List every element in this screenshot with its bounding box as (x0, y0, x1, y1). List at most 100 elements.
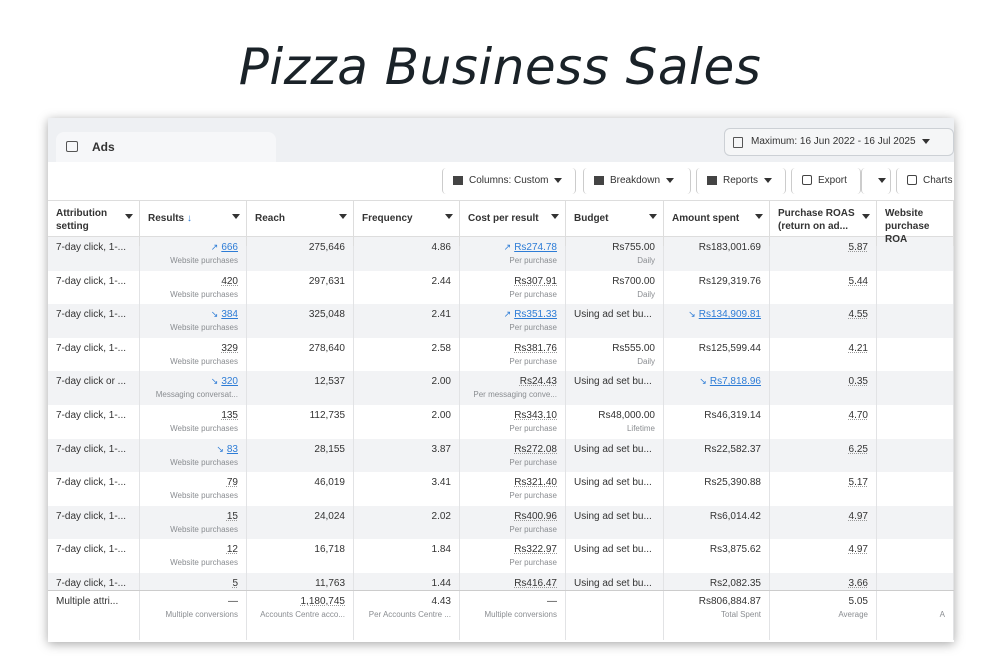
table-row[interactable]: 7-day click, 1-... 329 Website purchases 27… (48, 337, 954, 372)
chevron-down-icon[interactable] (755, 214, 763, 219)
column-header[interactable]: Reach (247, 201, 354, 246)
column-header[interactable]: Cost per result (460, 201, 566, 246)
column-header[interactable]: Amount spent (664, 201, 770, 246)
table-row[interactable]: 7-day click, 1-... ↗ 666 Website purchases 2… (48, 237, 954, 271)
purchase-roas-cell-value[interactable]: 5.87 (848, 242, 868, 253)
amount-spent-cell: Rs46,319.14 (664, 404, 770, 439)
table-row[interactable]: 7-day click, 1-... 420 Website purchases 29… (48, 270, 954, 305)
purchase-roas-cell-value[interactable]: 4.21 (848, 342, 868, 354)
chevron-down-icon[interactable] (339, 214, 347, 219)
results-cell-value[interactable]: 320 (221, 376, 238, 388)
trend-down-icon: ↘ (688, 309, 696, 320)
chevron-down-icon[interactable] (125, 214, 133, 219)
purchase-roas-cell-value[interactable]: 3.66 (848, 577, 868, 589)
purchase-roas-cell-value[interactable]: 0.35 (848, 376, 868, 388)
cost-per-result-cell-value[interactable]: Rs381.76 (514, 342, 557, 354)
budget-cell-value: Using ad set bu... (574, 544, 652, 556)
purchase-roas-cell-value-line: 4.55 (778, 309, 868, 320)
columns-button[interactable]: Columns: Custom (442, 168, 576, 194)
export-menu-button[interactable] (861, 168, 891, 194)
date-range-picker[interactable]: Maximum: 16 Jun 2022 - 16 Jul 2025 (724, 128, 954, 156)
chevron-down-icon[interactable] (232, 214, 240, 219)
purchase-roas-cell-value[interactable]: 4.97 (848, 544, 868, 556)
chevron-down-icon[interactable] (551, 214, 559, 219)
cost-per-result-cell-value[interactable]: Rs416.47 (514, 577, 557, 589)
ads-manager-screenshot: Ads Maximum: 16 Jun 2022 - 16 Jul 2025 C… (48, 118, 954, 642)
attribution-cell-value-line: 7-day click, 1-... (56, 578, 131, 589)
chevron-down-icon[interactable] (862, 214, 870, 219)
results-cell-value[interactable]: 79 (226, 477, 238, 489)
cost-per-result-cell-value[interactable]: Rs321.40 (514, 477, 557, 489)
reports-button[interactable]: Reports (696, 168, 786, 194)
cost-per-result-cell-value[interactable]: Rs24.43 (519, 376, 557, 388)
reach-cell-value-line: 46,019 (255, 477, 345, 488)
frequency-cell-value-line: 2.02 (362, 511, 451, 522)
cost-per-result-cell-value-line: Rs416.47 (468, 578, 557, 589)
cost-per-result-cell-value[interactable]: Rs322.97 (514, 544, 557, 556)
attribution-cell-value: 7-day click, 1-... (56, 544, 127, 556)
purchase-roas-cell-value[interactable]: 4.70 (848, 409, 868, 421)
column-header[interactable]: Budget (566, 201, 664, 246)
results-cell-value[interactable]: 329 (221, 342, 238, 354)
budget-cell-value-line: Rs48,000.00 (574, 410, 655, 421)
trend-up-icon: ↗ (503, 242, 512, 252)
column-header[interactable]: Frequency (354, 201, 460, 246)
breakdown-button[interactable]: Breakdown (583, 168, 691, 194)
frequency-cell: 2.00 (354, 404, 460, 439)
cost-per-result-cell-value-line: Rs272.08 (468, 444, 557, 455)
results-cell-value[interactable]: 12 (226, 544, 238, 556)
chevron-down-icon (554, 177, 563, 183)
column-header[interactable]: Purchase ROAS (return on ad... (770, 201, 877, 246)
frequency-cell-value-line: 4.86 (362, 242, 451, 253)
cost-per-result-cell-value[interactable]: Rs272.08 (514, 443, 557, 455)
purchase-roas-cell-value[interactable]: 5.44 (848, 275, 868, 287)
cost-per-result-cell-value[interactable]: Rs307.91 (514, 275, 557, 287)
cost-per-result-cell-value[interactable]: Rs400.96 (514, 510, 557, 522)
cost-per-result-cell-value[interactable]: Rs274.78 (514, 242, 557, 253)
results-cell-value[interactable]: 5 (232, 577, 238, 589)
footer-results-sub: Multiple conversions (165, 610, 238, 619)
results-cell-value[interactable]: 83 (226, 443, 238, 455)
column-header[interactable]: Attribution setting (48, 201, 140, 246)
budget-cell-value-line: Rs555.00 (574, 343, 655, 354)
results-cell-value[interactable]: 135 (221, 409, 238, 421)
tab-ads[interactable]: Ads (56, 132, 276, 162)
footer-spent: Rs806,884.87 Total Spent (664, 591, 770, 640)
purchase-roas-cell-value[interactable]: 4.97 (848, 510, 868, 522)
table-row[interactable]: 7-day click, 1-... 15 Website purchases 24,… (48, 505, 954, 540)
table-row[interactable]: 7-day click, 1-... 12 Website purchases 16,… (48, 539, 954, 573)
table-row[interactable]: 7-day click, 1-... ↘ 384 Website purchases 3… (48, 304, 954, 338)
column-header[interactable]: Results ↓ (140, 201, 247, 246)
budget-cell: Using ad set bu... (566, 505, 664, 540)
results-cell-value[interactable]: 666 (221, 242, 238, 253)
column-header-label: Attribution setting (56, 208, 108, 232)
table-row[interactable]: 7-day click, 1-... 79 Website purchases 46,… (48, 472, 954, 506)
purchase-roas-cell-value[interactable]: 5.17 (848, 477, 868, 489)
chevron-down-icon[interactable] (445, 214, 453, 219)
chevron-down-icon[interactable] (649, 214, 657, 219)
results-cell-value[interactable]: 15 (226, 510, 238, 522)
cost-per-result-cell-value[interactable]: Rs351.33 (514, 309, 557, 321)
export-button[interactable]: Export (791, 168, 861, 194)
table-row[interactable]: 7-day click, 1-... 135 Website purchases 11… (48, 404, 954, 439)
frequency-cell-value: 2.58 (431, 342, 451, 354)
frequency-cell-value: 2.41 (431, 309, 451, 321)
purchase-roas-cell-value[interactable]: 6.25 (848, 443, 868, 455)
table-row[interactable]: 7-day click, 1-... ↘ 83 Website purchases 28… (48, 438, 954, 473)
attribution-cell-value-line: 7-day click, 1-... (56, 511, 131, 522)
results-cell-value[interactable]: 420 (221, 275, 238, 287)
table-row[interactable]: 7-day click, 1-... 5 11,763 1.44 Rs416.47 Usi… (48, 572, 954, 590)
purchase-roas-cell-value-line: 0.35 (778, 376, 868, 387)
purchase-roas-cell-value[interactable]: 4.55 (848, 309, 868, 321)
results-cell-value[interactable]: 384 (221, 309, 238, 321)
attribution-cell: 7-day click, 1-... (48, 505, 140, 540)
column-header[interactable]: Website purchase ROA (877, 201, 954, 246)
results-cell-value-line: ↘ 384 (148, 309, 238, 320)
cost-per-result-cell-sub: Per purchase (509, 323, 557, 333)
reach-cell: 278,640 (247, 337, 354, 372)
amount-spent-cell-value: Rs6,014.42 (709, 510, 761, 522)
cost-per-result-cell-value[interactable]: Rs343.10 (514, 409, 557, 421)
table-row[interactable]: 7-day click or ... ↘ 320 Messaging conversa… (48, 371, 954, 405)
charts-button[interactable]: Charts (896, 168, 954, 194)
frequency-cell: 2.58 (354, 337, 460, 372)
